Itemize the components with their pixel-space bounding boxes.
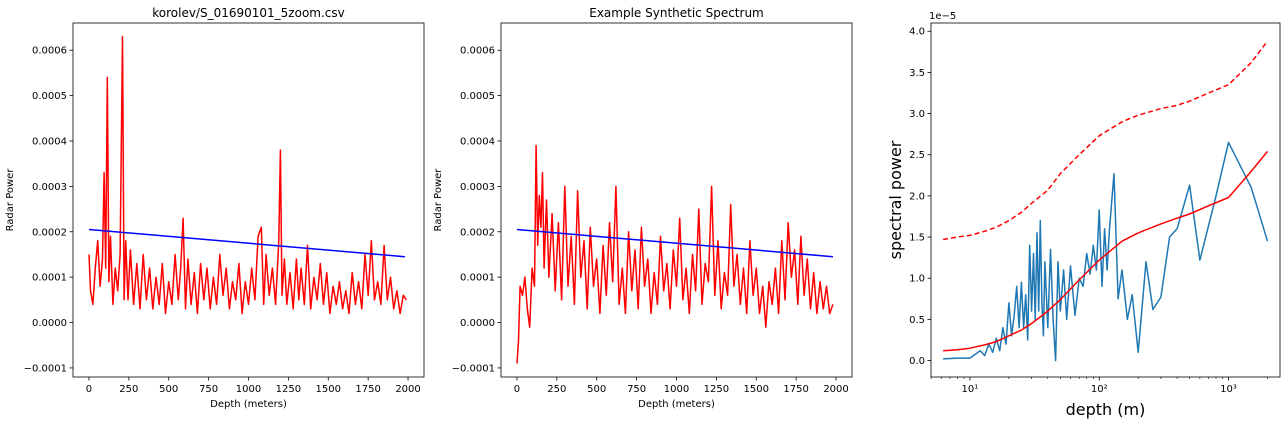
trend-line xyxy=(516,228,833,258)
y-tick-label: 0.0003 xyxy=(460,182,495,193)
x-tick-label: 500 xyxy=(587,384,606,395)
y-axis-label: spectral power xyxy=(886,140,905,259)
y-tick-label: 1.0 xyxy=(909,274,925,285)
upper-bound-line xyxy=(942,40,1269,241)
x-axis-label: depth (m) xyxy=(1066,400,1146,419)
y-tick-label: 3.0 xyxy=(909,109,925,120)
x-tick-label: 2000 xyxy=(823,384,848,395)
chart-title: korolev/S_01690101_5zoom.csv xyxy=(152,6,345,20)
y-tick-label: 1.5 xyxy=(909,233,925,244)
x-tick-label: 10³ xyxy=(1220,384,1237,395)
y-tick-label: 0.0002 xyxy=(32,227,67,238)
y-tick-label: 2.5 xyxy=(909,150,925,161)
y-tick-label: 0.0004 xyxy=(460,137,495,148)
x-tick-label: 1250 xyxy=(276,384,301,395)
x-tick-label: 10² xyxy=(1091,384,1108,395)
x-tick-label: 500 xyxy=(159,384,178,395)
trend-line xyxy=(88,228,405,258)
y-tick-label: 0.0005 xyxy=(32,91,67,102)
x-tick-label: 2000 xyxy=(395,384,420,395)
y-axis-label: Radar Power xyxy=(5,168,16,232)
x-tick-label: 1000 xyxy=(664,384,689,395)
x-tick-label: 750 xyxy=(627,384,646,395)
data-line xyxy=(516,144,834,364)
x-axis-label: Depth (meters) xyxy=(210,399,287,410)
axes-frame xyxy=(500,22,853,378)
panel-spectral-power: 10¹ 10² 10³ 0.0 0.5 1.0 1.5 2.0 2.5 3.0 3.5 4.0 1e−5… xyxy=(886,11,1281,419)
y-tick-label: 0.0001 xyxy=(460,273,495,284)
x-axis-label: Depth (meters) xyxy=(638,399,715,410)
y-tick-label: 0.0002 xyxy=(460,227,495,238)
y-tick-label: 0.0 xyxy=(909,356,925,367)
x-tick-label: 0 xyxy=(86,384,92,395)
panel-synthetic-spectrum: 0 250 500 750 1000 1250 1500 1750 2000 −0.0001 0.0… xyxy=(433,6,853,410)
y-tick-label: 0.0005 xyxy=(460,91,495,102)
panel-korolev-radar: 0 250 500 750 1000 1250 1500 1750 2000 −0.0001 0.0… xyxy=(5,6,425,410)
x-tick-label: 10¹ xyxy=(962,384,979,395)
y-tick-label: 4.0 xyxy=(909,27,925,38)
y-tick-label: 0.0001 xyxy=(32,273,67,284)
axes-frame xyxy=(72,22,425,378)
y-tick-label: −0.0001 xyxy=(452,363,495,374)
y-axis-label: Radar Power xyxy=(433,168,444,232)
spectrum-line xyxy=(943,141,1269,362)
y-tick-label: 0.0000 xyxy=(32,318,67,329)
y-tick-label: 0.0004 xyxy=(32,137,67,148)
x-tick-label: 1500 xyxy=(744,384,769,395)
y-tick-label: 3.5 xyxy=(909,68,925,79)
y-tick-label: −0.0001 xyxy=(24,363,67,374)
x-tick-label: 250 xyxy=(119,384,138,395)
x-tick-label: 1750 xyxy=(355,384,380,395)
data-line xyxy=(943,150,1269,352)
x-tick-label: 250 xyxy=(547,384,566,395)
y-tick-label: 0.0000 xyxy=(460,318,495,329)
x-tick-label: 0 xyxy=(514,384,520,395)
x-tick-label: 1750 xyxy=(783,384,808,395)
axes-frame xyxy=(930,22,1281,378)
y-tick-label: 0.0006 xyxy=(460,46,495,57)
x-tick-label: 1000 xyxy=(236,384,261,395)
x-tick-label: 1500 xyxy=(316,384,341,395)
y-tick-label: 2.0 xyxy=(909,191,925,202)
data-line xyxy=(88,35,408,315)
y-tick-label: 0.0003 xyxy=(32,182,67,193)
y-offset-label: 1e−5 xyxy=(929,11,956,22)
x-tick-label: 1250 xyxy=(704,384,729,395)
y-tick-label: 0.5 xyxy=(909,315,925,326)
chart-title: Example Synthetic Spectrum xyxy=(589,6,764,20)
y-tick-label: 0.0006 xyxy=(32,46,67,57)
x-tick-label: 750 xyxy=(199,384,218,395)
